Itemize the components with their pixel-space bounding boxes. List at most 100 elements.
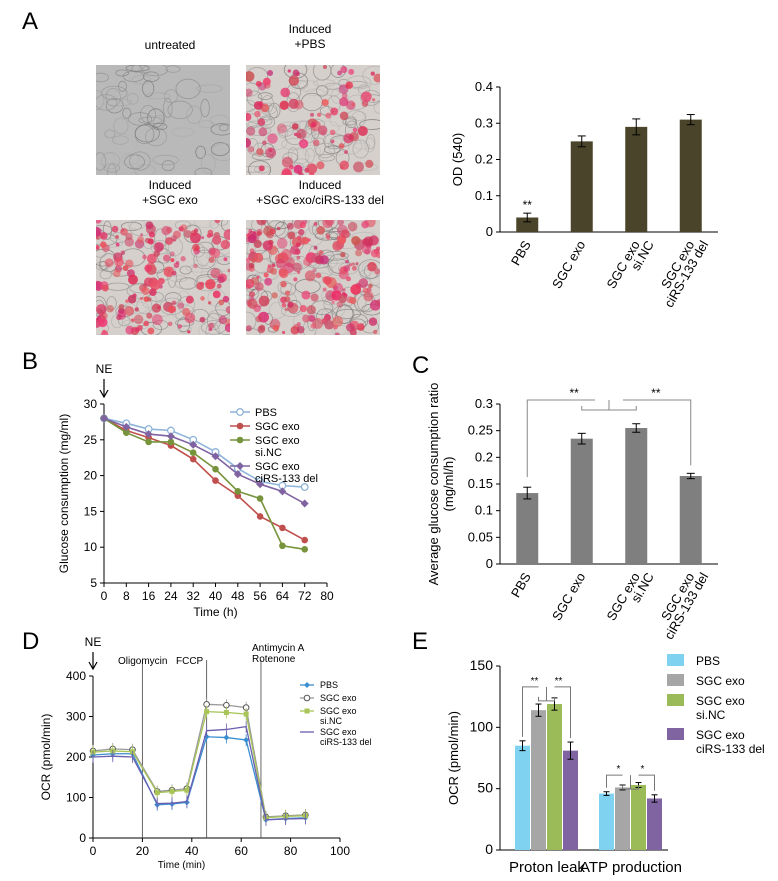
cell-outline [111,135,129,145]
x-tick-label: 8 [123,589,130,603]
lipid-droplet [296,255,301,260]
lipid-droplet [267,133,278,144]
cell-outline [179,265,192,275]
lipid-droplet [224,323,230,333]
lipid-droplet [257,325,266,334]
lipid-droplet [267,69,274,77]
bar [625,428,648,564]
cell-outline [304,147,315,163]
cell-outline [126,93,139,105]
cell-outline [142,80,155,97]
x-tick-label: 40 [185,844,199,858]
lipid-droplet [332,240,343,251]
cell-outline [359,119,380,130]
lipid-droplet [287,69,291,73]
lipid-droplet [258,82,267,91]
x-tick-label: PBS [508,570,534,600]
ne-arrow [88,661,98,671]
cell-outline [140,105,156,123]
lipid-droplet [297,170,303,175]
cell-outline [352,139,369,159]
lipid-droplet [299,304,307,313]
lipid-droplet [212,290,221,299]
significance-bracket [638,774,655,791]
cell-outline [200,98,210,118]
lipid-droplet [267,264,271,268]
significance-mark: ** [569,386,579,400]
micrograph-caption-untreated: untreated [144,38,196,52]
lipid-droplet [207,229,214,236]
data-point [145,438,152,446]
lipid-droplet [351,262,356,266]
bar [547,704,562,850]
y-axis-label: Average glucose consumption ratio(mg/ml/… [426,383,456,586]
x-tick-label: 0 [90,844,97,858]
lipid-droplet [227,268,230,273]
lipid-droplet [247,234,257,244]
legend-label: SGC exo [320,693,357,703]
data-point [144,430,153,439]
lipid-droplet [368,317,378,326]
lipid-droplet [210,268,221,279]
significance-mark: ** [651,386,661,400]
lipid-droplet [258,295,270,307]
lipid-droplet [185,295,194,304]
lipid-droplet [313,222,318,226]
x-tick-label: 40 [209,589,223,603]
legend-swatch [667,654,684,666]
data-point [278,487,287,496]
lipid-droplet [101,284,109,292]
lipid-droplet [163,254,171,262]
lipid-droplet [248,262,255,269]
cell-outline [163,89,178,104]
data-point [256,495,264,502]
cell-outline [127,220,146,230]
lipid-droplet [304,270,316,282]
lipid-droplet [249,248,255,254]
data-point [100,414,108,423]
data-point [189,449,197,456]
lipid-droplet [125,299,129,303]
x-tick-label: 56 [253,589,267,603]
legend-label: PBS [255,407,277,419]
series-line [103,417,305,488]
cell-outline [115,69,130,77]
lipid-droplet [165,226,173,234]
lipid-droplet [210,248,221,259]
y-tick-label: 100 [470,718,494,734]
lipid-droplet [298,138,309,149]
x-axis-label: Time (min) [158,860,205,871]
cell-outline [175,78,201,99]
lipid-droplet [201,236,205,240]
lipid-droplet [330,139,335,144]
lipid-droplet [308,315,316,322]
cell-outline [362,65,380,85]
y-tick-label: 0 [486,556,493,571]
lipid-droplet [146,312,153,319]
cell-outline [104,129,116,139]
ne-annotation: NE [96,362,113,376]
y-tick-label: 300 [66,710,86,724]
cell-outline [352,111,367,121]
lipid-droplet [313,245,318,250]
cell-outline [313,79,336,88]
significance-mark: ** [531,676,539,687]
legend-swatch [667,728,684,740]
cell-outline [129,151,151,171]
lipid-droplet [177,324,183,329]
lipid-droplet [177,302,185,309]
lipid-droplet [286,222,294,230]
y-tick-label: 0.05 [468,529,493,544]
cell-outline [194,220,215,229]
lipid-droplet [220,239,230,250]
lipid-droplet [253,239,262,249]
lipid-droplet [153,242,164,253]
lipid-droplet [151,303,162,313]
cell-outline [302,145,321,157]
bar [516,493,539,564]
x-tick-label: SGC exo [549,570,588,623]
cell-outline [287,147,299,162]
y-axis-label: OCR (pmol/min) [39,714,53,801]
data-point [167,438,175,446]
